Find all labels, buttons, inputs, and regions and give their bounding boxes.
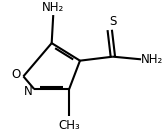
Text: O: O [12,68,21,81]
Text: S: S [109,15,117,28]
Text: NH₂: NH₂ [42,1,64,14]
Text: NH₂: NH₂ [141,53,163,66]
Text: N: N [24,85,33,98]
Text: CH₃: CH₃ [58,119,80,132]
